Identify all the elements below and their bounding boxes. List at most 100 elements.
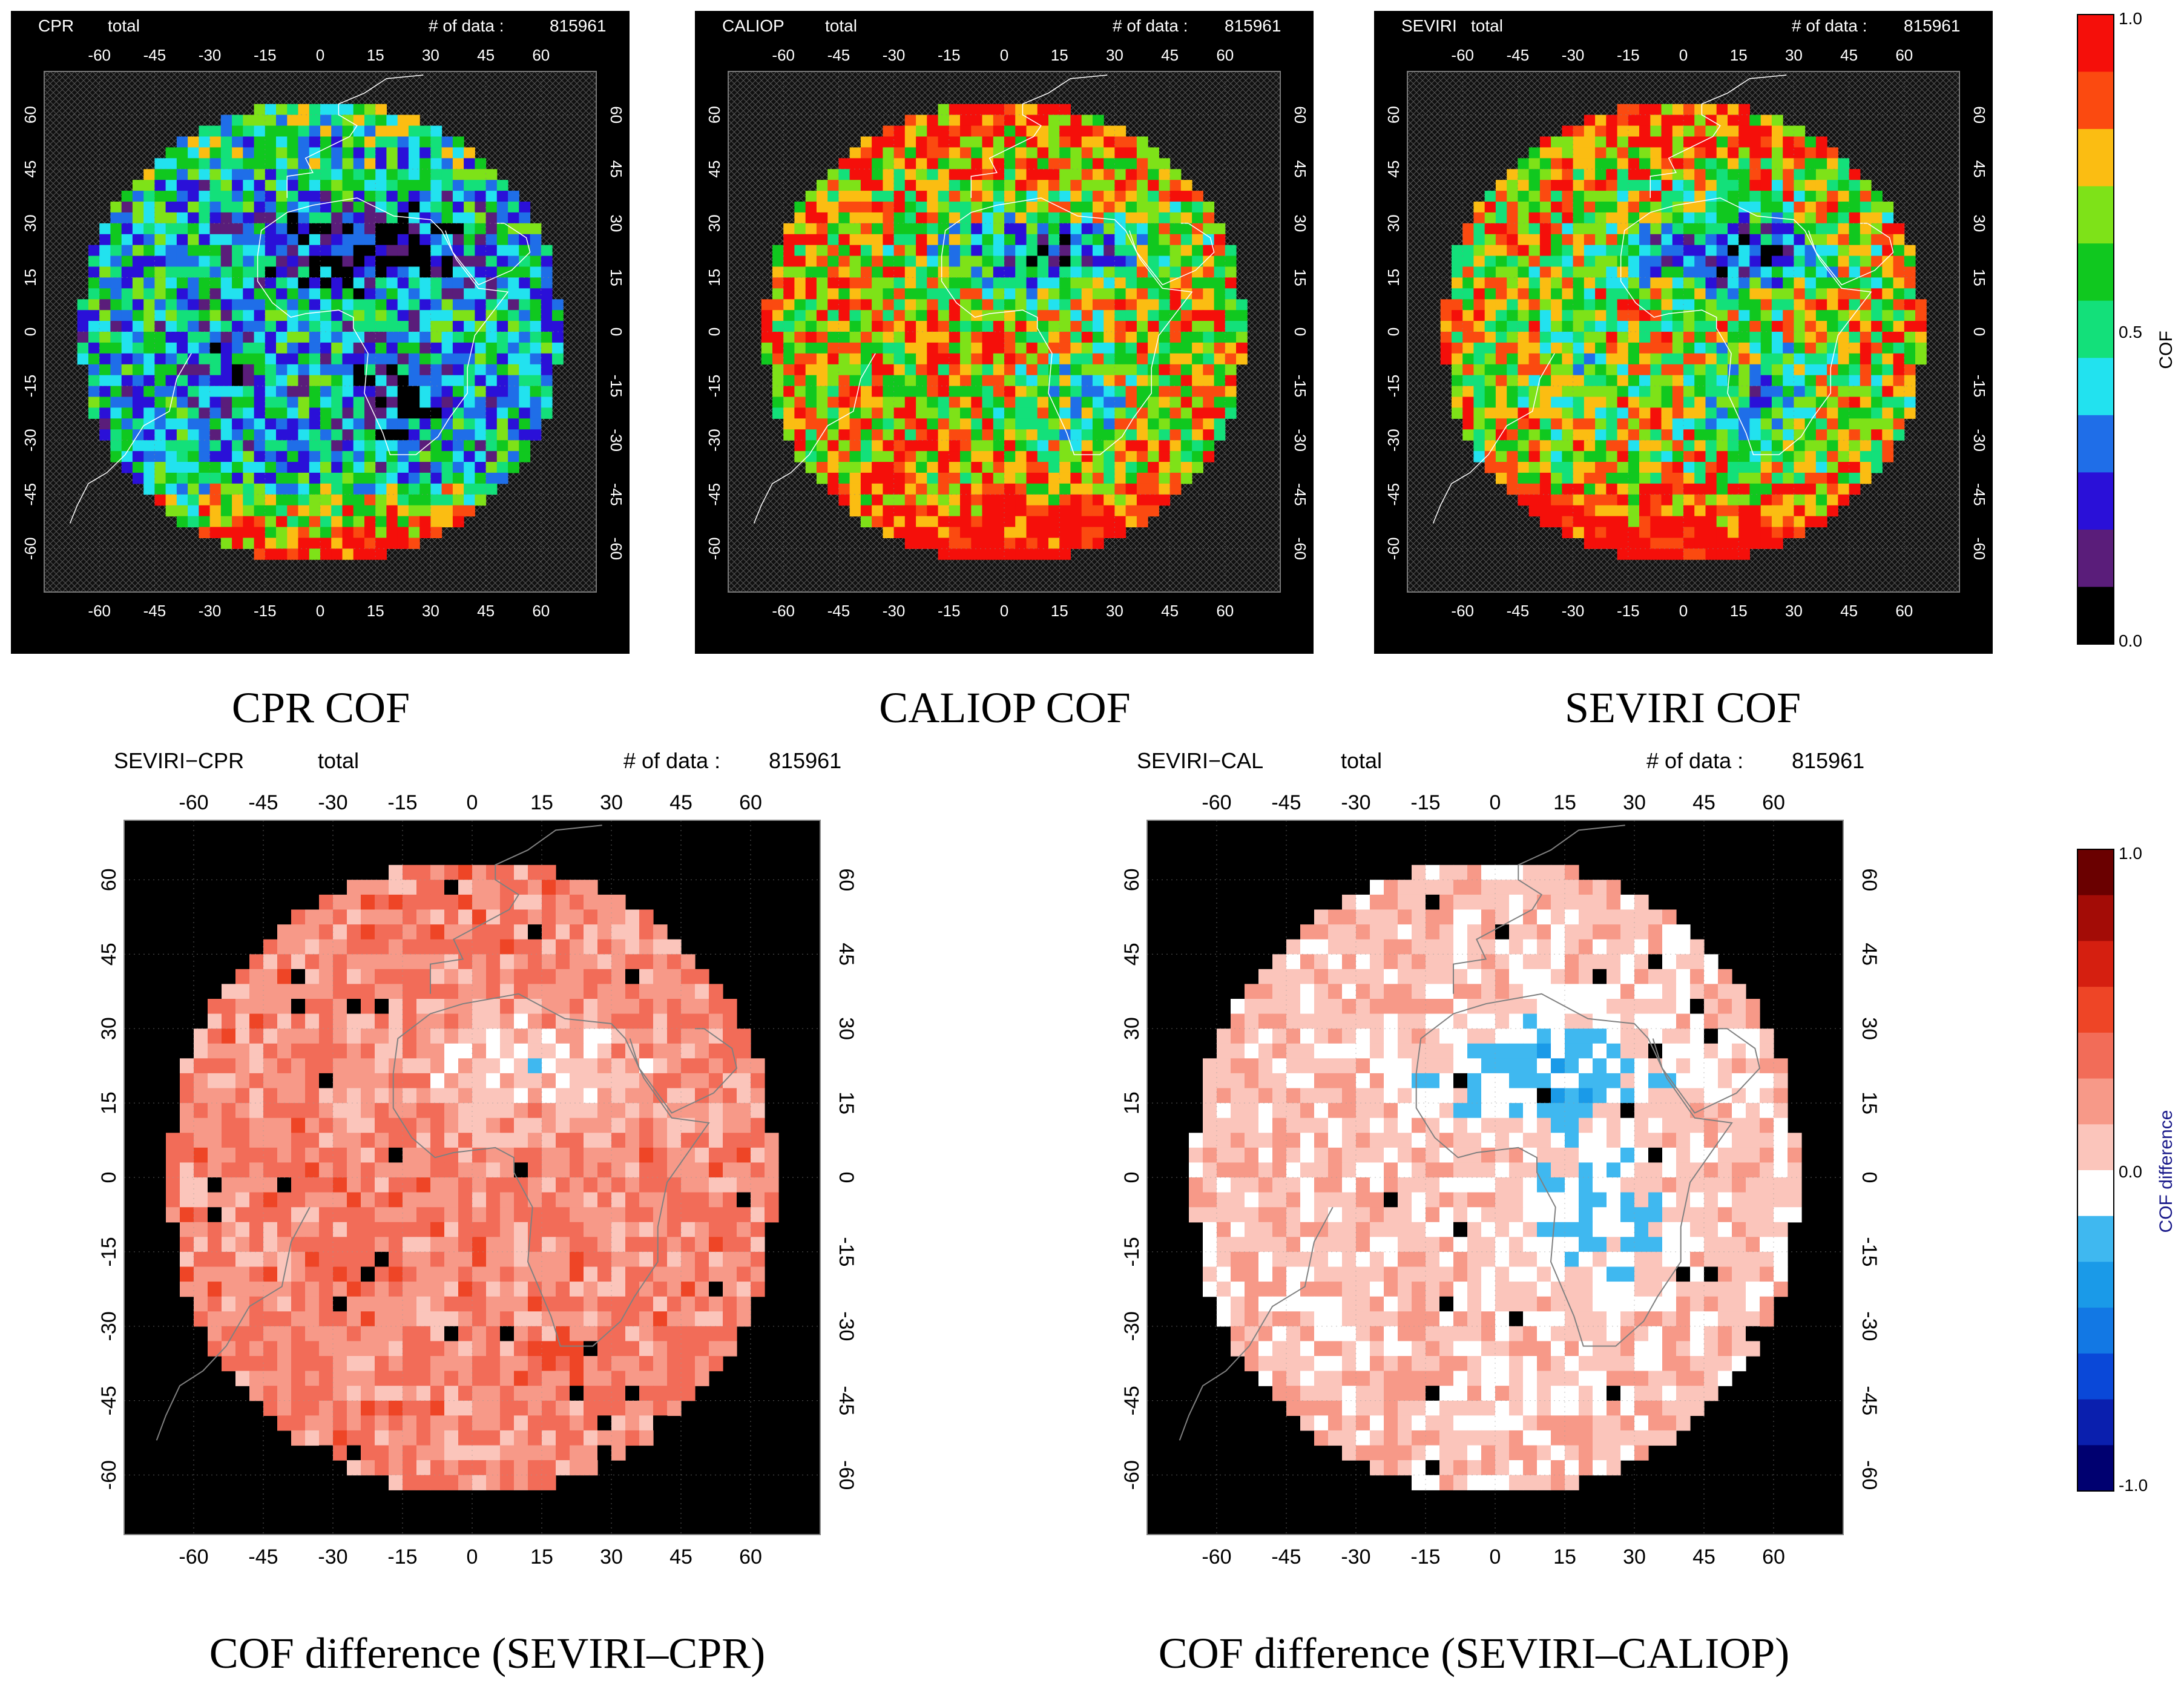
map-cell	[88, 321, 100, 332]
map-cell	[1606, 353, 1618, 365]
map-cell	[1114, 321, 1127, 332]
map-cell	[1169, 299, 1182, 311]
map-cell	[827, 472, 839, 484]
map-cell	[1148, 288, 1159, 300]
map-cell	[1026, 245, 1038, 257]
map-cell	[419, 353, 431, 365]
map-cell	[1683, 462, 1695, 473]
map-cell	[1617, 310, 1629, 321]
map-cell	[1539, 505, 1551, 517]
map-cell	[1617, 212, 1629, 224]
map-cell	[209, 364, 222, 376]
map-cell	[794, 364, 806, 376]
map-cell	[1728, 104, 1739, 116]
map-cell	[500, 969, 515, 984]
map-cell	[1595, 245, 1607, 257]
map-cell	[1915, 299, 1927, 311]
map-cell	[1551, 505, 1562, 517]
map-cell	[309, 462, 321, 473]
map-cell	[386, 440, 398, 452]
map-cell	[1882, 332, 1894, 343]
map-cell	[860, 342, 872, 354]
map-cell	[209, 299, 222, 311]
map-cell	[1650, 125, 1662, 137]
map-cell	[1628, 440, 1640, 452]
map-cell	[331, 223, 343, 235]
map-cell	[893, 407, 906, 419]
map-cell	[277, 1029, 292, 1044]
map-cell	[176, 191, 188, 202]
map-cell	[353, 212, 365, 224]
map-cell	[1617, 407, 1629, 419]
map-cell	[1104, 125, 1115, 137]
map-cell	[1882, 234, 1894, 246]
map-cell	[1661, 299, 1673, 311]
map-cell	[1606, 462, 1618, 473]
map-cell	[1661, 386, 1673, 398]
map-cell	[464, 472, 475, 484]
map-cell	[1092, 234, 1104, 246]
map-cell	[993, 288, 1005, 300]
map-cell	[816, 180, 828, 191]
map-cell	[1628, 462, 1640, 473]
map-cell	[452, 299, 464, 311]
map-cell	[860, 180, 872, 191]
map-cell	[1694, 342, 1706, 354]
map-cell	[1203, 202, 1215, 213]
map-cell	[1849, 299, 1861, 311]
map-cell	[1815, 483, 1827, 495]
map-cell	[1584, 483, 1596, 495]
map-cell	[342, 397, 354, 408]
map-cell	[1871, 234, 1883, 246]
map-cell	[1728, 472, 1739, 484]
map-cell	[1048, 147, 1060, 159]
map-cell	[121, 277, 133, 289]
map-cell	[1728, 245, 1739, 257]
map-cell	[1606, 125, 1618, 137]
map-cell	[1037, 266, 1049, 278]
map-cell	[232, 418, 243, 430]
map-cell	[1092, 353, 1104, 365]
map-cell	[872, 386, 883, 398]
map-cell	[320, 147, 332, 159]
map-cell	[982, 364, 994, 376]
map-cell	[982, 223, 994, 235]
map-cell	[1048, 310, 1060, 321]
map-cell	[893, 505, 906, 517]
map-cell	[1683, 353, 1695, 365]
map-cell	[508, 288, 519, 300]
map-cell	[331, 505, 343, 517]
map-cell	[320, 202, 332, 213]
map-cell	[386, 202, 398, 213]
map-cell	[1125, 288, 1137, 300]
colorbar-cell	[2077, 186, 2114, 244]
map-cell	[419, 255, 431, 268]
map-cell	[1104, 299, 1115, 311]
map-cell	[1081, 375, 1093, 387]
map-cell	[1104, 332, 1115, 343]
map-cell	[838, 310, 850, 321]
map-cell	[485, 266, 498, 278]
map-cell	[475, 223, 487, 235]
map-cell	[361, 1013, 375, 1029]
map-cell	[960, 125, 972, 137]
map-cell	[1169, 375, 1182, 387]
map-cell	[309, 245, 321, 257]
map-cell	[1015, 418, 1027, 430]
map-cell	[176, 429, 188, 441]
map-cell	[1849, 342, 1861, 354]
map-cell	[1125, 375, 1137, 387]
map-cell	[220, 516, 232, 528]
map-cell	[893, 440, 906, 452]
map-cell	[475, 440, 487, 452]
map-cell	[1838, 245, 1850, 257]
map-cell	[276, 180, 288, 191]
map-cell	[960, 180, 972, 191]
map-cell	[154, 332, 166, 343]
map-cell	[199, 332, 211, 343]
map-cell	[254, 548, 266, 560]
map-cell	[1650, 299, 1662, 311]
map-cell	[77, 353, 89, 365]
map-cell	[1639, 277, 1651, 289]
map-cell	[883, 158, 895, 170]
